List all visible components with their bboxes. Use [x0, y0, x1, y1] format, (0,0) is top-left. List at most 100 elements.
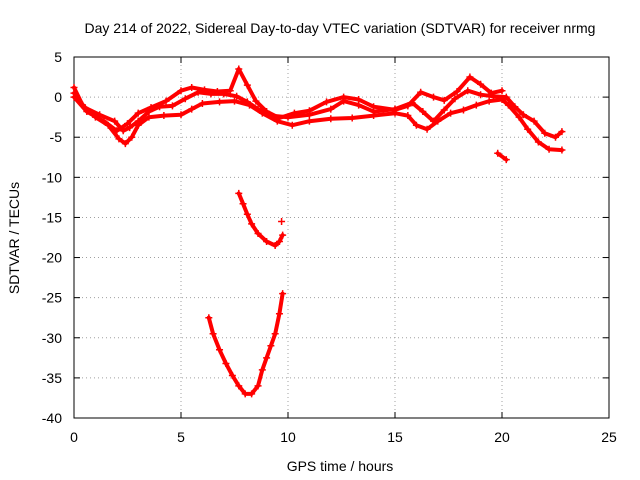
data-point: [181, 95, 189, 103]
data-point: [340, 93, 348, 101]
data-point: [558, 146, 566, 154]
data-point: [459, 106, 467, 114]
data-point: [226, 87, 234, 95]
data-point: [263, 238, 271, 246]
data-point: [263, 108, 271, 116]
x-tick-label: 10: [280, 429, 296, 445]
y-axis-label: SDTVAR / TECUs: [6, 182, 22, 294]
data-point: [412, 121, 420, 129]
data-point: [552, 133, 559, 141]
data-point: [391, 106, 399, 114]
data-point: [275, 114, 283, 122]
data-point: [213, 87, 221, 95]
data-point: [168, 102, 176, 110]
data-point: [404, 102, 412, 110]
data-point: [430, 93, 438, 101]
data-point: [494, 149, 502, 157]
data-point: [267, 342, 275, 350]
data-point: [258, 366, 266, 374]
data-point: [278, 217, 286, 225]
data-point: [209, 330, 217, 338]
data-point: [327, 115, 335, 123]
data-point: [241, 390, 249, 398]
data-point: [279, 231, 287, 239]
y-tick-label: -40: [42, 410, 62, 426]
data-point: [177, 111, 185, 119]
y-tick-labels: 5 0 -5 -10 -15 -20 -25 -30 -35 -40: [42, 49, 62, 426]
x-tick-label: 15: [387, 429, 403, 445]
data-point: [530, 117, 538, 125]
y-tick-label: 5: [54, 49, 62, 65]
data-point: [254, 229, 262, 237]
data-point: [472, 101, 480, 109]
data-point: [198, 100, 206, 108]
data-point: [327, 105, 335, 113]
y-tick-label: -30: [42, 330, 62, 346]
data-point: [275, 238, 283, 246]
x-tick-label: 0: [70, 429, 78, 445]
series-track-6: [278, 217, 286, 225]
x-tick-label: 5: [177, 429, 185, 445]
data-point: [355, 96, 363, 104]
series-track-5: [235, 189, 287, 250]
data-point: [485, 97, 493, 105]
data-point: [124, 120, 131, 128]
data-point: [252, 97, 260, 105]
data-point: [305, 117, 313, 125]
data-point: [447, 109, 455, 117]
data-point: [188, 83, 196, 91]
data-point: [239, 200, 247, 208]
data-point: [216, 346, 224, 354]
data-point: [498, 87, 506, 95]
data-point: [134, 109, 142, 117]
data-point: [201, 86, 209, 94]
data-point: [440, 96, 448, 104]
data-point: [243, 98, 251, 106]
data-point: [545, 145, 553, 153]
y-tick-label: -15: [42, 209, 62, 225]
y-tick-label: -35: [42, 370, 62, 386]
data-point: [254, 105, 262, 113]
data-point: [160, 112, 168, 120]
data-point: [487, 89, 495, 97]
data-point: [235, 65, 243, 73]
y-tick-label: -10: [42, 169, 62, 185]
data-point: [248, 390, 256, 398]
data-point: [126, 124, 134, 132]
data-point: [417, 88, 425, 96]
data-point: [228, 371, 236, 379]
data-point: [222, 359, 230, 367]
y-tick-label: -25: [42, 290, 62, 306]
data-point: [541, 129, 549, 137]
data-point: [279, 290, 287, 298]
data-point: [162, 97, 170, 105]
data-point: [243, 210, 251, 218]
y-tick-label: -5: [50, 129, 63, 145]
plot-frame: [73, 56, 610, 419]
data-point: [430, 117, 438, 125]
data-point: [113, 127, 121, 135]
data-point: [502, 93, 510, 101]
data-point: [188, 105, 196, 113]
data-point: [290, 109, 298, 117]
data-point: [271, 330, 279, 338]
data-point: [464, 87, 472, 95]
data-point: [440, 106, 448, 114]
data-point: [558, 128, 566, 136]
data-point: [271, 242, 279, 250]
data-point: [419, 108, 427, 116]
tick-marks: [73, 56, 610, 419]
series-line: [495, 151, 509, 162]
y-tick-label: -20: [42, 250, 62, 266]
data-point: [502, 156, 510, 164]
series-line: [236, 191, 285, 248]
data-point: [477, 80, 485, 88]
data-point: [121, 140, 129, 148]
data-point: [243, 81, 251, 89]
data-point: [248, 220, 256, 228]
data-point: [370, 103, 378, 111]
x-tick-labels: 0 5 10 15 20 25: [70, 429, 617, 445]
data-series: [70, 65, 566, 398]
data-point: [511, 103, 519, 111]
